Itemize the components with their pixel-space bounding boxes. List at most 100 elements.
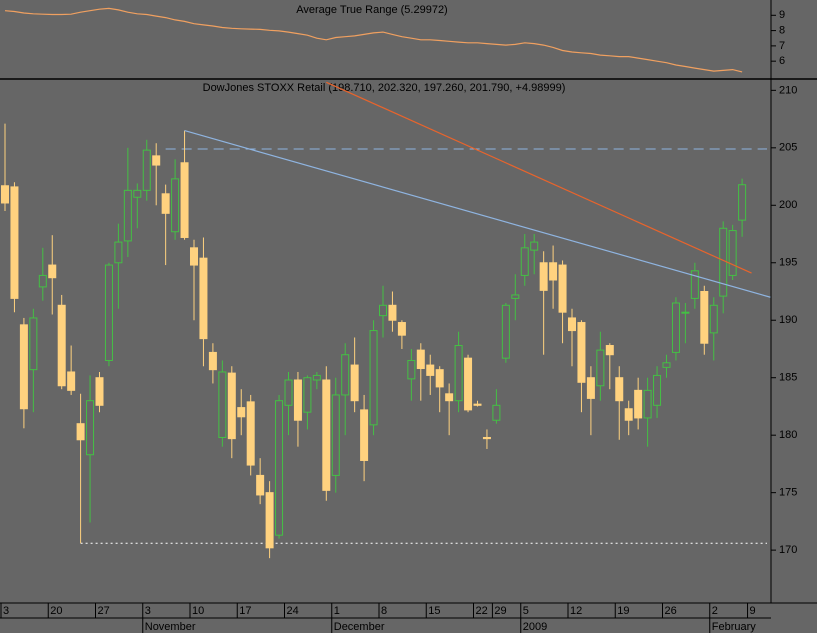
x-tick-label: 22	[476, 605, 488, 617]
candle-body	[643, 389, 652, 419]
candle-body	[227, 372, 236, 440]
x-tick-label: 1	[334, 605, 340, 617]
candle-body	[86, 400, 95, 456]
candle-body	[38, 274, 47, 288]
candle-body	[114, 241, 123, 264]
candle-body	[586, 377, 595, 399]
candle-body	[520, 247, 529, 276]
x-tick-label: 17	[239, 605, 251, 617]
candle-body	[171, 178, 180, 233]
candle-body	[671, 302, 680, 353]
candle-body	[445, 393, 454, 402]
candle-body	[256, 474, 265, 496]
trend-line	[184, 129, 771, 298]
candle-body	[530, 241, 539, 251]
candle-body	[397, 322, 406, 336]
candle-body	[369, 330, 378, 426]
candle-body	[615, 377, 624, 402]
candle-body	[142, 149, 151, 191]
candle-body	[653, 374, 662, 406]
candle-body	[57, 304, 66, 387]
candle-body	[48, 264, 57, 279]
candle-body	[29, 317, 38, 371]
candle-body	[577, 322, 586, 383]
candle-body	[388, 304, 397, 321]
x-tick-label: 9	[750, 605, 756, 617]
candle-body	[190, 247, 198, 266]
candle-body	[501, 304, 510, 359]
candle-body	[426, 364, 435, 376]
month-label: November	[145, 621, 196, 633]
candle-body	[161, 193, 170, 214]
candle-body	[379, 304, 387, 317]
indicator-title: Average True Range (5.29972)	[296, 4, 447, 16]
y-tick-label: 185	[779, 372, 797, 384]
candle-body	[482, 436, 491, 440]
x-tick-label: 19	[617, 605, 629, 617]
candle-body	[322, 379, 331, 491]
y-tick-label: 210	[779, 84, 797, 96]
candle-body	[293, 379, 302, 421]
month-label: December	[334, 621, 385, 633]
x-tick-label: 26	[665, 605, 677, 617]
candle-body	[76, 423, 85, 441]
candle-body	[511, 294, 520, 299]
candle-body	[199, 257, 208, 340]
candle-body	[341, 354, 350, 396]
candle-body	[464, 357, 473, 411]
indicator-y-tick-label: 7	[779, 40, 785, 52]
x-tick-label: 12	[570, 605, 582, 617]
candle-body	[624, 408, 633, 421]
x-tick-label: 5	[523, 605, 529, 617]
y-tick-label: 170	[779, 544, 797, 556]
y-tick-label: 180	[779, 429, 797, 441]
candle-body	[95, 377, 104, 406]
candle-body	[123, 189, 132, 242]
candle-body	[246, 401, 255, 466]
candle-body	[539, 262, 548, 291]
candle-body	[303, 377, 312, 413]
indicator-line	[4, 7, 743, 73]
candle-body	[350, 364, 359, 402]
trend-line	[326, 81, 752, 274]
x-tick-label: 20	[50, 605, 62, 617]
y-tick-label: 200	[779, 199, 797, 211]
candle-body	[275, 400, 284, 536]
x-tick-label: 29	[494, 605, 506, 617]
candle-body	[492, 404, 501, 421]
candle-body	[416, 349, 425, 370]
candle-body	[549, 262, 558, 281]
candle-body	[605, 345, 614, 356]
candle-body	[331, 394, 340, 476]
x-tick-label: 24	[287, 605, 299, 617]
month-label: 2009	[523, 621, 547, 633]
candle-body	[67, 371, 76, 391]
candle-body	[360, 409, 369, 461]
candle-body	[719, 227, 728, 297]
candle-body	[152, 155, 161, 166]
x-tick-label: 3	[3, 605, 9, 617]
candle-body	[596, 349, 605, 387]
candle-body	[700, 290, 709, 344]
y-tick-label: 190	[779, 314, 797, 326]
candle-body	[265, 492, 274, 549]
candle-body	[568, 317, 576, 332]
y-tick-label: 175	[779, 487, 797, 499]
indicator-y-tick-label: 9	[779, 9, 785, 21]
x-tick-label: 3	[145, 605, 151, 617]
candle-body	[738, 184, 747, 221]
y-tick-label: 205	[779, 142, 797, 154]
candle-body	[104, 264, 113, 361]
candle-body	[473, 403, 482, 406]
candle-body	[454, 345, 463, 402]
candle-body	[634, 389, 643, 419]
month-label: February	[712, 621, 757, 633]
candle-body	[133, 189, 142, 198]
chart-title: DowJones STOXX Retail (198.710, 202.320,…	[203, 82, 566, 94]
candle-body	[435, 369, 444, 388]
candle-body	[690, 270, 699, 299]
candle-body	[19, 324, 28, 410]
candle-body	[681, 311, 690, 314]
